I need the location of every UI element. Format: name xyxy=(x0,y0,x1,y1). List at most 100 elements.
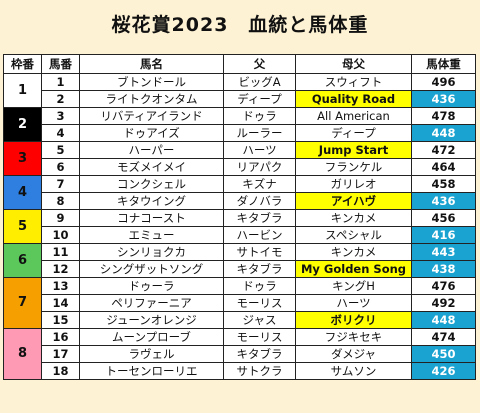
damsire-cell: ガリレオ xyxy=(295,175,412,193)
horse-name-cell: モズメイメイ xyxy=(79,158,224,176)
waku-cell: 1 xyxy=(3,73,42,108)
sire-cell: モーリス xyxy=(223,328,296,346)
horse-name-cell: ジューンオレンジ xyxy=(79,311,224,329)
table-row: 15 ジューンオレンジ ジャス ボリクリ 448 xyxy=(4,311,476,329)
weight-cell: 436 xyxy=(411,90,476,108)
waku-cell: 7 xyxy=(3,277,42,329)
header-weight: 馬体重 xyxy=(411,54,476,74)
sire-cell: ダノバラ xyxy=(223,192,296,210)
sire-cell: サトクラ xyxy=(223,362,296,380)
table-row: 8 16 ムーンプローブ モーリス フジキセキ 474 xyxy=(3,328,476,380)
waku-cell: 6 xyxy=(3,243,42,278)
umaban-cell: 14 xyxy=(41,294,80,312)
table-row: 4 7 コンクシェル キズナ ガリレオ 458 xyxy=(3,175,476,210)
damsire-cell: ディープ xyxy=(295,124,412,142)
sire-cell: キタブラ xyxy=(223,260,296,278)
table-row: 5 9 コナコースト キタブラ キンカメ 456 xyxy=(3,209,476,244)
weight-cell: 496 xyxy=(411,73,476,91)
waku-cell: 3 xyxy=(3,141,42,176)
umaban-cell: 17 xyxy=(41,345,80,363)
sire-cell: ハーツ xyxy=(223,141,296,159)
table-row: 2 ライトクオンタム ディープ Quality Road 436 xyxy=(4,90,476,108)
damsire-cell: フジキセキ xyxy=(295,328,412,346)
weight-cell: 426 xyxy=(411,362,476,380)
horse-name-cell: ドゥアイズ xyxy=(79,124,224,142)
sire-cell: キタブラ xyxy=(223,345,296,363)
table-row: 2 3 リバティアイランド ドゥラ All American 478 xyxy=(3,107,476,142)
sire-cell: キタブラ xyxy=(223,209,296,227)
weight-cell: 448 xyxy=(411,311,476,329)
damsire-cell: ダメジャ xyxy=(295,345,412,363)
sire-cell: ビッグA xyxy=(223,73,296,91)
table-row: 18 トーセンローリエ サトクラ サムソン 426 xyxy=(4,362,476,380)
weight-cell: 448 xyxy=(411,124,476,142)
sire-cell: ドゥラ xyxy=(223,277,296,295)
umaban-cell: 16 xyxy=(41,328,80,346)
damsire-cell: サムソン xyxy=(295,362,412,380)
damsire-cell: スペシャル xyxy=(295,226,412,244)
horse-name-cell: ペリファーニア xyxy=(79,294,224,312)
damsire-cell: ボリクリ xyxy=(295,311,412,329)
sire-cell: ハービン xyxy=(223,226,296,244)
header-sire: 父 xyxy=(223,54,296,74)
horse-name-cell: ドゥーラ xyxy=(79,277,224,295)
table-body: 1 1 ブトンドール ビッグA スウィフト 496 2 ライトクオンタム ディープ Quality… xyxy=(3,73,476,380)
horse-name-cell: シングザットソング xyxy=(79,260,224,278)
sire-cell: ジャス xyxy=(223,311,296,329)
header-umaban: 馬番 xyxy=(41,54,80,74)
damsire-cell: フランケル xyxy=(295,158,412,176)
damsire-cell: All American xyxy=(295,107,412,125)
horse-name-cell: シンリョクカ xyxy=(79,243,224,261)
sire-cell: キズナ xyxy=(223,175,296,193)
umaban-cell: 15 xyxy=(41,311,80,329)
damsire-cell: ハーツ xyxy=(295,294,412,312)
horse-name-cell: ブトンドール xyxy=(79,73,224,91)
table-row: 1 1 ブトンドール ビッグA スウィフト 496 xyxy=(3,73,476,108)
umaban-cell: 2 xyxy=(41,90,80,108)
weight-cell: 456 xyxy=(411,209,476,227)
sire-cell: ドゥラ xyxy=(223,107,296,125)
waku-cell: 4 xyxy=(3,175,42,210)
table-row: 3 5 ハーパー ハーツ Jump Start 472 xyxy=(3,141,476,176)
umaban-cell: 18 xyxy=(41,362,80,380)
page-title: 桜花賞2023 血統と馬体重 xyxy=(111,14,369,36)
horse-name-cell: コナコースト xyxy=(79,209,224,227)
umaban-cell: 12 xyxy=(41,260,80,278)
table-row: 7 13 ドゥーラ ドゥラ キングH 476 xyxy=(3,277,476,329)
header-waku: 枠番 xyxy=(3,54,42,74)
umaban-cell: 10 xyxy=(41,226,80,244)
horse-name-cell: ムーンプローブ xyxy=(79,328,224,346)
umaban-cell: 13 xyxy=(41,277,80,295)
damsire-cell: キンカメ xyxy=(295,243,412,261)
damsire-cell: スウィフト xyxy=(295,73,412,91)
umaban-cell: 9 xyxy=(41,209,80,227)
umaban-cell: 8 xyxy=(41,192,80,210)
weight-cell: 416 xyxy=(411,226,476,244)
weight-cell: 472 xyxy=(411,141,476,159)
sire-cell: リアパク xyxy=(223,158,296,176)
table-row: 6 11 シンリョクカ サトイモ キンカメ 443 xyxy=(3,243,476,278)
sire-cell: ディープ xyxy=(223,90,296,108)
weight-cell: 492 xyxy=(411,294,476,312)
damsire-cell: キングH xyxy=(295,277,412,295)
table-row: 6 モズメイメイ リアパク フランケル 464 xyxy=(4,158,476,176)
horse-name-cell: ラヴェル xyxy=(79,345,224,363)
sire-cell: サトイモ xyxy=(223,243,296,261)
damsire-cell: My Golden Song xyxy=(295,260,412,278)
umaban-cell: 11 xyxy=(41,243,80,261)
damsire-cell: アイハヴ xyxy=(295,192,412,210)
weight-cell: 450 xyxy=(411,345,476,363)
weight-cell: 438 xyxy=(411,260,476,278)
table-row: 10 エミュー ハービン スペシャル 416 xyxy=(4,226,476,244)
header-horse-name: 馬名 xyxy=(79,54,224,74)
horse-name-cell: エミュー xyxy=(79,226,224,244)
damsire-cell: キンカメ xyxy=(295,209,412,227)
horse-name-cell: ライトクオンタム xyxy=(79,90,224,108)
table-row: 14 ペリファーニア モーリス ハーツ 492 xyxy=(4,294,476,312)
table-row: 12 シングザットソング キタブラ My Golden Song 438 xyxy=(4,260,476,278)
horse-name-cell: トーセンローリエ xyxy=(79,362,224,380)
umaban-cell: 1 xyxy=(41,73,80,91)
umaban-cell: 6 xyxy=(41,158,80,176)
waku-cell: 5 xyxy=(3,209,42,244)
horse-name-cell: リバティアイランド xyxy=(79,107,224,125)
